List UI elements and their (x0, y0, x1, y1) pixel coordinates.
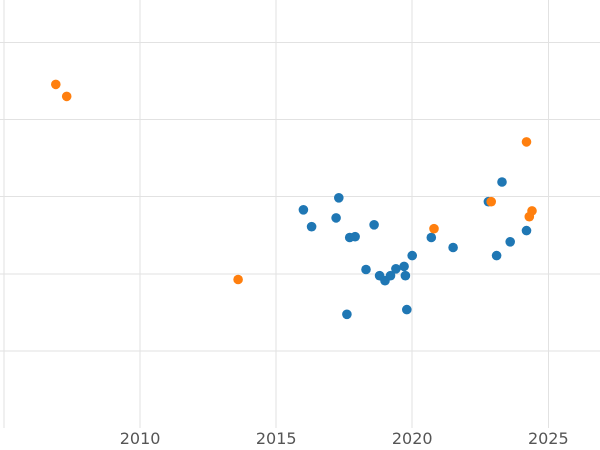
scatter-point-series-orange (51, 79, 61, 90)
scatter-point-series-blue (399, 261, 409, 272)
scatter-point-series-orange (527, 206, 537, 216)
x-axis: 2010 2015 2020 2025 (120, 429, 569, 448)
scatter-point-series-blue (385, 270, 396, 281)
scatter-point-series-blue (298, 205, 309, 215)
x-tick-label: 2025 (528, 429, 569, 448)
scatter-point-series-blue (334, 193, 344, 203)
scatter-point-series-blue (426, 232, 437, 243)
scatter-point-series-blue (361, 264, 371, 275)
scatter-point-series-blue (350, 231, 360, 242)
x-tick-label: 2020 (392, 429, 433, 448)
scatter-point-series-blue (497, 177, 507, 187)
scatter-point-series-blue (491, 250, 502, 261)
scatter-point-series-blue (306, 221, 317, 232)
scatter-point-series-blue (407, 250, 418, 261)
scatter-point-series-blue (402, 304, 412, 315)
scatter-point-series-orange (429, 223, 439, 234)
scatter-point-series-blue (448, 242, 458, 253)
scatter-point-series-blue (400, 270, 411, 281)
scatter-point-series-orange (486, 196, 497, 207)
scatter-point-series-blue (505, 237, 515, 247)
x-tick-label: 2015 (256, 429, 297, 448)
points-layer (51, 79, 537, 320)
x-tick-label: 2010 (120, 429, 161, 448)
scatter-point-series-orange (521, 137, 532, 147)
scatter-point-series-blue (521, 225, 532, 236)
scatter-point-series-blue (369, 220, 379, 230)
scatter-point-series-blue (391, 264, 401, 274)
grid-layer (0, 0, 600, 428)
scatter-point-series-blue (331, 213, 341, 223)
scatter-point-series-blue (342, 309, 352, 320)
scatter-point-series-orange (233, 274, 243, 285)
scatter-point-series-orange (61, 91, 72, 102)
